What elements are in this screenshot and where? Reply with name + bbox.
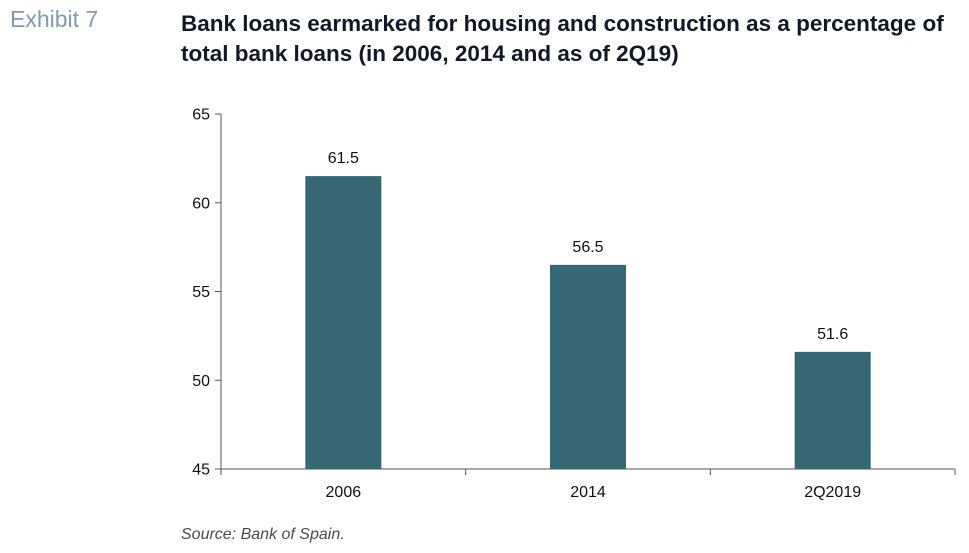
data-label: 51.6 bbox=[817, 326, 848, 343]
data-label: 56.5 bbox=[572, 239, 603, 256]
data-label: 61.5 bbox=[328, 150, 359, 167]
exhibit-label: Exhibit 7 bbox=[10, 6, 99, 32]
source-note: Source: Bank of Spain. bbox=[181, 526, 345, 543]
y-tick-label: 50 bbox=[192, 373, 210, 390]
data-labels: 61.5 56.5 51.6 bbox=[328, 150, 849, 343]
x-tick-label: 2014 bbox=[570, 484, 606, 501]
bar-2014 bbox=[550, 264, 626, 469]
chart-title: Bank loans earmarked for housing and con… bbox=[181, 11, 944, 66]
y-axis: 45 50 55 60 65 bbox=[192, 107, 222, 479]
bar-2q2019 bbox=[794, 351, 871, 469]
y-tick-label: 55 bbox=[192, 284, 210, 301]
y-tick-label: 60 bbox=[192, 195, 210, 212]
y-tick-label: 65 bbox=[192, 107, 210, 124]
x-tick-label: 2Q2019 bbox=[804, 484, 861, 501]
y-tick-label: 45 bbox=[192, 462, 210, 479]
x-axis: 2006 2014 2Q2019 bbox=[220, 468, 956, 501]
bar-2006 bbox=[305, 176, 382, 469]
bars bbox=[305, 176, 871, 469]
x-tick-label: 2006 bbox=[326, 484, 362, 501]
